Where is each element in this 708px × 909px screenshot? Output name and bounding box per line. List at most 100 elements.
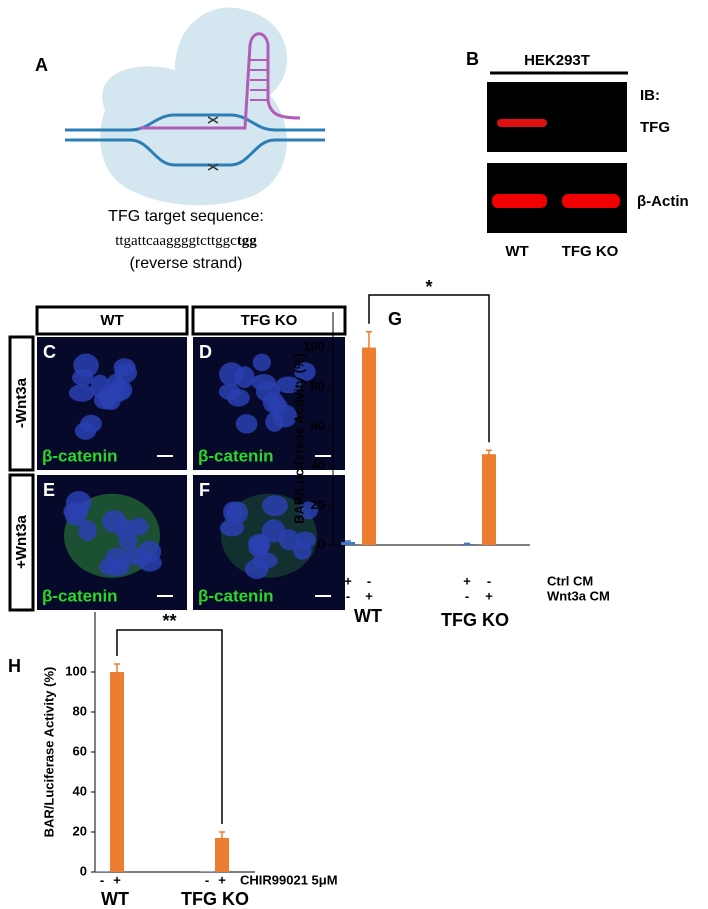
sign: + [485, 588, 493, 603]
nucleus [105, 547, 130, 570]
y-tick-label: 100 [303, 339, 325, 354]
panel-label: D [199, 342, 212, 362]
band [562, 194, 620, 208]
column-box [191, 305, 347, 336]
column-label: TFG KO [241, 312, 298, 329]
nucleus [226, 389, 250, 407]
row-label: +Wnt3a [13, 514, 30, 568]
y-tick-label: 40 [73, 783, 87, 798]
y-tick-label: 0 [318, 536, 325, 551]
bar [362, 347, 376, 545]
category-label: TFG KO [181, 889, 249, 909]
sign: + [113, 872, 121, 887]
category-label: TFG KO [441, 610, 509, 630]
panel-label: F [199, 480, 210, 500]
bar [482, 454, 496, 545]
y-tick-label: 0 [80, 863, 87, 878]
row-label: β-Actin [637, 193, 689, 210]
bar [110, 672, 124, 872]
nucleus [248, 535, 270, 558]
nucleus [267, 397, 288, 414]
sign: + [365, 588, 373, 603]
cell-line: HEK293T [524, 52, 590, 69]
y-tick-label: 40 [311, 457, 325, 472]
micrographs: Cβ-catenin Dβ-catenin Eβ-catenin Fβ-catenin [37, 337, 345, 610]
sign: - [346, 588, 350, 603]
error-bar [345, 540, 351, 544]
crispr-diagram [65, 7, 325, 206]
sequence-text: ttgattcaaggggtcttggc [115, 233, 237, 249]
bar [341, 542, 355, 545]
significance: ** [162, 611, 176, 631]
nucleus [275, 376, 302, 394]
error-bar [464, 542, 470, 545]
sequence: ttgattcaaggggtcttggctgg [115, 233, 257, 249]
y-tick-label: 60 [311, 418, 325, 433]
nucleus [137, 540, 162, 563]
error-bar [219, 831, 225, 844]
lane-label: WT [505, 243, 528, 260]
nucleus [72, 369, 94, 386]
y-tick-label: 80 [73, 703, 87, 718]
bar [200, 871, 214, 872]
nucleus [261, 519, 286, 543]
nucleus [90, 374, 110, 399]
sign: - [367, 573, 371, 588]
y-tick-label: 100 [65, 663, 87, 678]
row-label: Wnt3a CM [547, 588, 610, 603]
nucleus [252, 552, 278, 569]
significance: * [425, 277, 432, 297]
stain-label: β-catenin [42, 446, 118, 465]
significance-bracket [116, 629, 223, 824]
nucleus [80, 414, 102, 433]
error-bar [114, 663, 120, 680]
category-label: WT [101, 889, 129, 909]
stain-label: β-catenin [198, 446, 274, 465]
sign: - [100, 872, 104, 887]
nucleus [65, 490, 92, 515]
y-tick-label: 60 [73, 743, 87, 758]
row-label: TFG [640, 119, 670, 136]
y-tick-label: 20 [311, 497, 325, 512]
nucleus [129, 517, 149, 536]
row-box [8, 473, 35, 612]
nucleus [295, 531, 316, 549]
error-bar [366, 330, 372, 364]
band [497, 119, 547, 127]
blot [487, 82, 627, 152]
bar [95, 871, 109, 872]
ib-label: IB: [640, 87, 660, 104]
nucleus [108, 379, 133, 401]
error-bar [486, 449, 492, 459]
stain-label: β-catenin [198, 586, 274, 605]
nucleus [226, 501, 249, 525]
category-label: WT [354, 606, 382, 626]
nucleus [261, 495, 288, 517]
nucleus [78, 520, 97, 542]
nucleus [252, 353, 271, 372]
nucleus [298, 501, 318, 520]
pam: tgg [237, 233, 257, 249]
lane-label: TFG KO [562, 243, 619, 260]
bar [215, 838, 229, 872]
sign: - [487, 573, 491, 588]
y-tick-label: 20 [73, 823, 87, 838]
sign: + [218, 872, 226, 887]
sign: + [463, 573, 471, 588]
panel-label: G [388, 309, 402, 329]
strand-note: (reverse strand) [130, 255, 243, 272]
nucleus [234, 366, 255, 389]
column-box [35, 305, 189, 336]
panel-label: H [8, 656, 21, 676]
row-label: -Wnt3a [13, 377, 30, 428]
y-axis-label: BAR/Luciferase Activity (%) [291, 353, 306, 524]
row-box [8, 335, 35, 472]
y-axis-label: BAR/Luciferase Activity (%) [41, 667, 56, 838]
panel-label: A [35, 55, 48, 75]
nucleus [235, 414, 258, 434]
panel-label: C [43, 342, 56, 362]
band [492, 194, 547, 208]
panel-label: E [43, 480, 55, 500]
sign: + [344, 573, 352, 588]
